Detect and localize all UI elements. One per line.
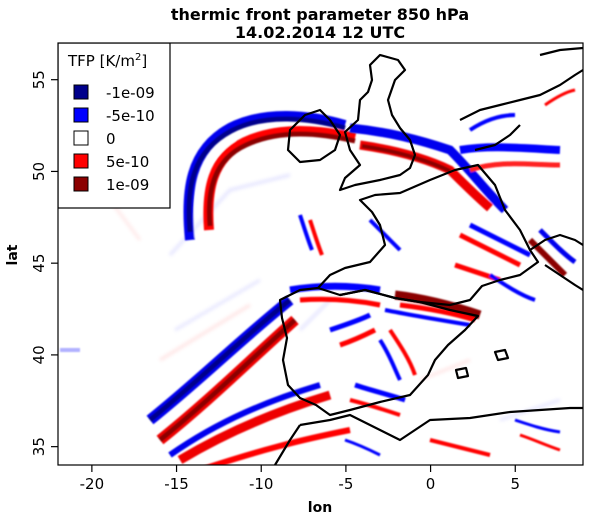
legend-swatch bbox=[73, 130, 89, 146]
tfp-field bbox=[60, 88, 577, 465]
legend-swatch bbox=[73, 84, 89, 100]
x-tick-label: 0 bbox=[426, 475, 436, 493]
y-tick-label: 45 bbox=[30, 254, 48, 273]
y-tick-label: 55 bbox=[30, 70, 48, 89]
x-axis: -20 -15 -10 -5 0 5 bbox=[80, 465, 520, 493]
x-tick-label: -20 bbox=[80, 475, 105, 493]
x-axis-label: lon bbox=[308, 500, 332, 516]
legend: TFP [K/m2] -1e-09 -5e-10 0 5e-10 1e-09 bbox=[58, 43, 171, 209]
chart-title-line1: thermic front parameter 850 hPa bbox=[171, 5, 469, 24]
legend-label: 5e-10 bbox=[106, 153, 149, 171]
legend-label: 1e-09 bbox=[106, 176, 149, 194]
coastlines bbox=[274, 46, 583, 465]
x-tick-label: -5 bbox=[338, 475, 353, 493]
x-tick-label: -15 bbox=[164, 475, 189, 493]
legend-title: TFP [K/m2] bbox=[67, 52, 147, 70]
x-tick-label: -10 bbox=[249, 475, 274, 493]
y-tick-label: 35 bbox=[30, 437, 48, 456]
y-axis-label: lat bbox=[5, 244, 21, 265]
legend-label: -5e-10 bbox=[106, 107, 155, 125]
legend-label: 0 bbox=[106, 130, 116, 148]
legend-swatch bbox=[73, 176, 89, 192]
chart-title-line2: 14.02.2014 12 UTC bbox=[235, 23, 405, 42]
map-plot-area: TFP [K/m2] -1e-09 -5e-10 0 5e-10 1e-09 bbox=[58, 43, 583, 465]
y-tick-label: 40 bbox=[30, 345, 48, 364]
y-axis: 35 40 45 50 55 bbox=[30, 70, 58, 456]
x-tick-label: 5 bbox=[510, 475, 520, 493]
plot-frame bbox=[57, 42, 584, 466]
legend-label: -1e-09 bbox=[106, 84, 155, 102]
legend-swatch bbox=[73, 107, 89, 123]
y-tick-label: 50 bbox=[30, 162, 48, 181]
legend-swatch bbox=[73, 153, 89, 169]
